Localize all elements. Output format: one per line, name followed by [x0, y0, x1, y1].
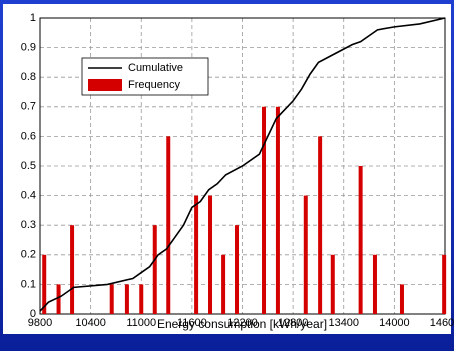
y-tick-label: 0.1 — [21, 278, 36, 290]
legend-swatch — [88, 79, 122, 91]
x-tick-label: 10400 — [75, 317, 106, 329]
x-tick-label: 13400 — [328, 317, 359, 329]
y-tick-label: 0.3 — [21, 219, 36, 231]
x-tick-label: 14000 — [379, 317, 410, 329]
bar — [56, 284, 61, 314]
y-tick-label: 0.2 — [21, 249, 36, 261]
bar — [442, 254, 447, 314]
y-tick-label: 0.8 — [21, 71, 36, 83]
bar — [372, 254, 377, 314]
bar — [262, 106, 267, 314]
x-tick-label: 14600 — [430, 317, 454, 329]
cumulative-line — [39, 17, 446, 312]
bar — [152, 225, 157, 314]
x-axis-label: Energy consumption [kWh/year] — [157, 317, 327, 331]
legend-label: Cumulative — [128, 62, 183, 74]
bar — [303, 195, 308, 314]
bar — [330, 254, 335, 314]
bar — [194, 195, 199, 314]
y-tick-label: 0.7 — [21, 101, 36, 113]
bar — [124, 284, 129, 314]
bar — [166, 136, 171, 314]
bar — [358, 166, 363, 314]
y-tick-label: 0 — [30, 308, 36, 320]
y-tick-label: 0.5 — [21, 160, 36, 172]
bar — [221, 254, 226, 314]
y-tick-label: 0.4 — [21, 190, 36, 202]
y-tick-label: 1 — [30, 12, 36, 24]
x-tick-label: 11000 — [126, 317, 156, 329]
bar — [399, 284, 404, 314]
legend-label: Frequency — [128, 79, 180, 91]
y-tick-label: 0.9 — [21, 42, 36, 54]
bar — [275, 106, 280, 314]
bar — [109, 284, 114, 314]
plot-frame — [39, 17, 446, 315]
y-tick-label: 0.6 — [21, 130, 36, 142]
x-tick-label: 12800 — [278, 317, 309, 329]
bar — [70, 225, 75, 314]
x-tick-label: 9800 — [28, 317, 52, 329]
bar — [235, 225, 240, 314]
bar — [208, 195, 213, 314]
bar — [42, 254, 47, 314]
legend: Cumulative Frequency — [81, 57, 209, 96]
bar — [139, 284, 144, 314]
x-tick-label: 11600 — [177, 317, 207, 329]
x-tick-label: 12200 — [227, 317, 258, 329]
bar — [318, 136, 323, 314]
